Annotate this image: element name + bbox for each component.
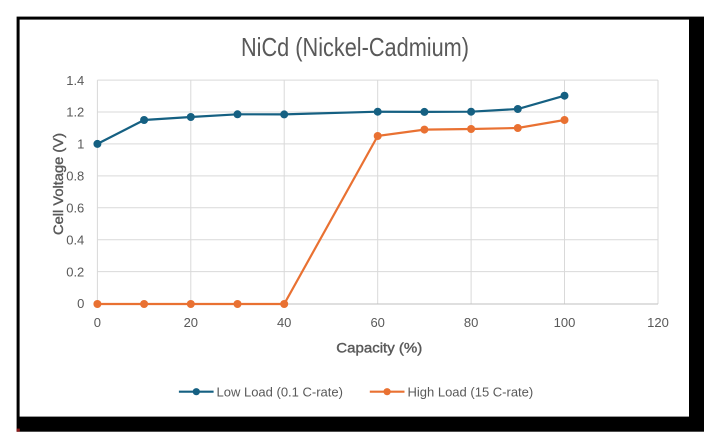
svg-text:1: 1 [77,137,84,152]
svg-text:40: 40 [277,315,291,330]
svg-text:NiCd (Nickel-Cadmium): NiCd (Nickel-Cadmium) [241,32,469,62]
svg-text:0.6: 0.6 [66,201,84,216]
svg-text:120: 120 [647,315,669,330]
svg-text:Cell Voltage (V): Cell Voltage (V) [50,133,66,235]
svg-text:1.2: 1.2 [66,105,84,120]
svg-text:100: 100 [554,315,576,330]
svg-text:80: 80 [464,315,478,330]
svg-text:20: 20 [184,315,198,330]
svg-text:0: 0 [77,296,84,311]
svg-text:0.4: 0.4 [66,232,84,247]
svg-text:60: 60 [370,315,384,330]
svg-text:0.8: 0.8 [66,169,84,184]
svg-text:Capacity (%): Capacity (%) [336,340,422,356]
svg-text:0: 0 [94,315,101,330]
svg-text:1.4: 1.4 [66,73,84,88]
svg-text:High Load (15 C-rate): High Load (15 C-rate) [408,384,534,399]
svg-text:0.2: 0.2 [66,264,84,279]
svg-text:Low Load (0.1 C-rate): Low Load (0.1 C-rate) [217,384,343,399]
